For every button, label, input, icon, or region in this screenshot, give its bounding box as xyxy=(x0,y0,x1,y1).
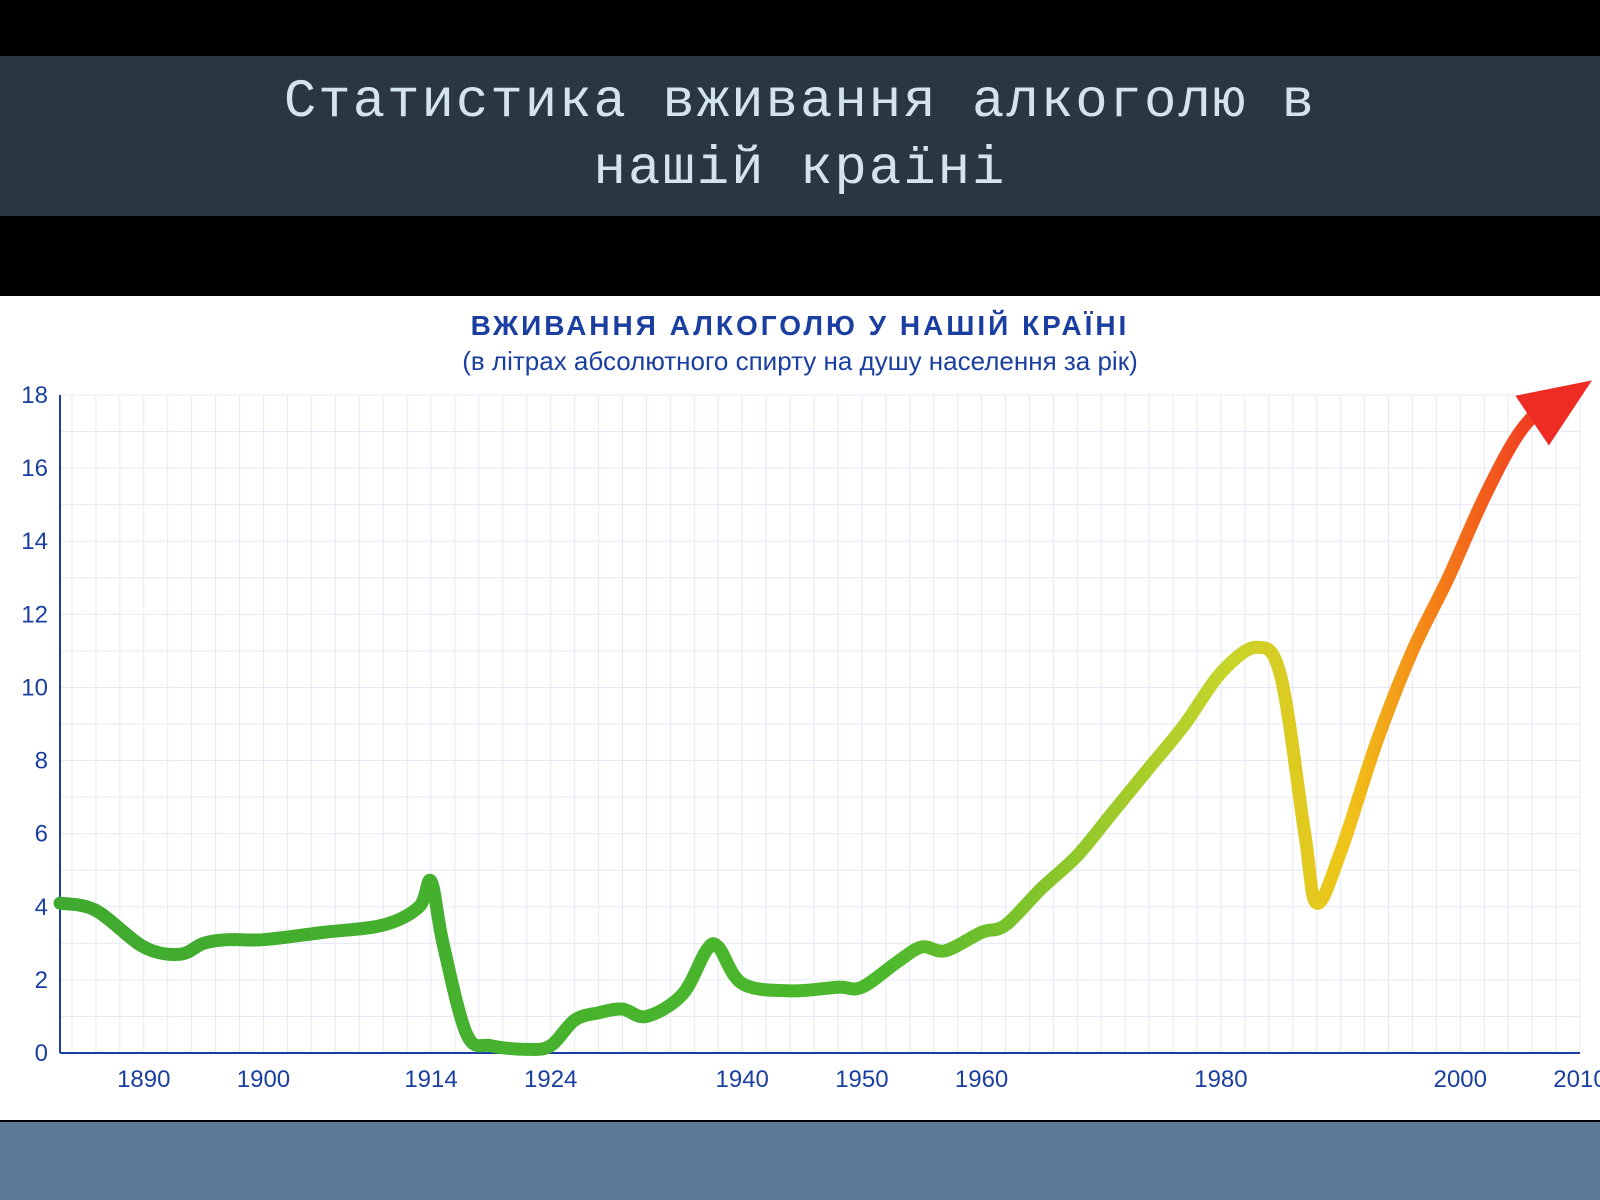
x-tick-label: 1914 xyxy=(404,1066,457,1093)
y-tick-label: 6 xyxy=(35,821,48,848)
slide-title: Статистика вживання алкоголю в нашій кра… xyxy=(284,69,1316,204)
x-tick-label: 2000 xyxy=(1434,1066,1487,1093)
x-tick-label: 1890 xyxy=(117,1066,170,1093)
y-tick-label: 4 xyxy=(35,894,48,921)
chart-container: ВЖИВАННЯ АЛКОГОЛЮ У НАШІЙ КРАЇНІ (в літр… xyxy=(0,296,1600,1120)
x-tick-label: 1960 xyxy=(955,1066,1008,1093)
y-tick-label: 10 xyxy=(21,674,48,701)
chart-subtitle: (в літрах абсолютного спирту на душу нас… xyxy=(0,346,1600,377)
slide: Статистика вживання алкоголю в нашій кра… xyxy=(0,0,1600,1200)
footer-bar xyxy=(0,1122,1600,1200)
line-chart: 0 2 4 6 8 10 12 14 16 18 1890 1900 1914 1924 1940 1950 1… xyxy=(0,377,1600,1109)
y-tick-label: 16 xyxy=(21,455,48,482)
x-tick-label: 1950 xyxy=(835,1066,888,1093)
y-tick-label: 18 xyxy=(21,382,48,409)
chart-title: ВЖИВАННЯ АЛКОГОЛЮ У НАШІЙ КРАЇНІ xyxy=(0,296,1600,342)
x-tick-label: 1940 xyxy=(716,1066,769,1093)
y-tick-label: 12 xyxy=(21,601,48,628)
y-tick-label: 0 xyxy=(35,1040,48,1067)
y-tick-label: 8 xyxy=(35,748,48,775)
x-tick-label: 1900 xyxy=(237,1066,290,1093)
x-tick-label: 2010 xyxy=(1553,1066,1600,1093)
title-band: Статистика вживання алкоголю в нашій кра… xyxy=(0,56,1600,216)
y-tick-label: 14 xyxy=(21,528,48,555)
x-tick-label: 1924 xyxy=(524,1066,577,1093)
x-tick-label: 1980 xyxy=(1194,1066,1247,1093)
y-tick-label: 2 xyxy=(35,967,48,994)
